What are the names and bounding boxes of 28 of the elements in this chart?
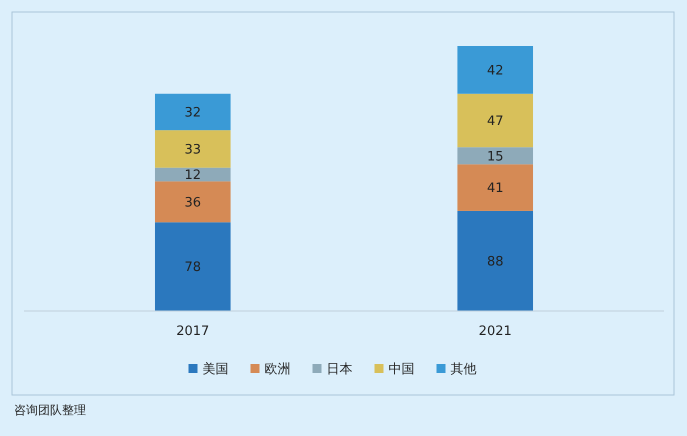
bar (154, 222, 231, 311)
bar (154, 181, 231, 222)
bar (457, 147, 534, 164)
data-label: 42 (486, 63, 504, 78)
bar (154, 94, 231, 130)
legend-label: 欧洲 (264, 362, 290, 377)
data-label: 33 (184, 142, 202, 158)
legend-label: 中国 (388, 362, 414, 377)
bar (457, 46, 534, 94)
data-label: 41 (486, 181, 504, 196)
data-label: 15 (486, 149, 504, 164)
data-label: 36 (184, 195, 202, 210)
bar (457, 94, 534, 148)
bar (154, 168, 231, 182)
data-label: 78 (184, 260, 202, 276)
data-label: 47 (486, 114, 504, 130)
text: 咨询团队整理 (14, 403, 86, 417)
x-tick-label: 2021 (478, 324, 512, 339)
bar (457, 210, 534, 311)
x-tick-label: 2017 (176, 324, 210, 339)
data-label: 88 (486, 254, 504, 270)
legend-label: 美国 (202, 361, 228, 377)
bar (154, 130, 231, 168)
legend-label: 其他 (450, 362, 476, 377)
data-label: 32 (184, 106, 202, 121)
legend-label: 日本 (326, 362, 352, 377)
data-label: 12 (184, 168, 202, 184)
bar (457, 164, 534, 211)
